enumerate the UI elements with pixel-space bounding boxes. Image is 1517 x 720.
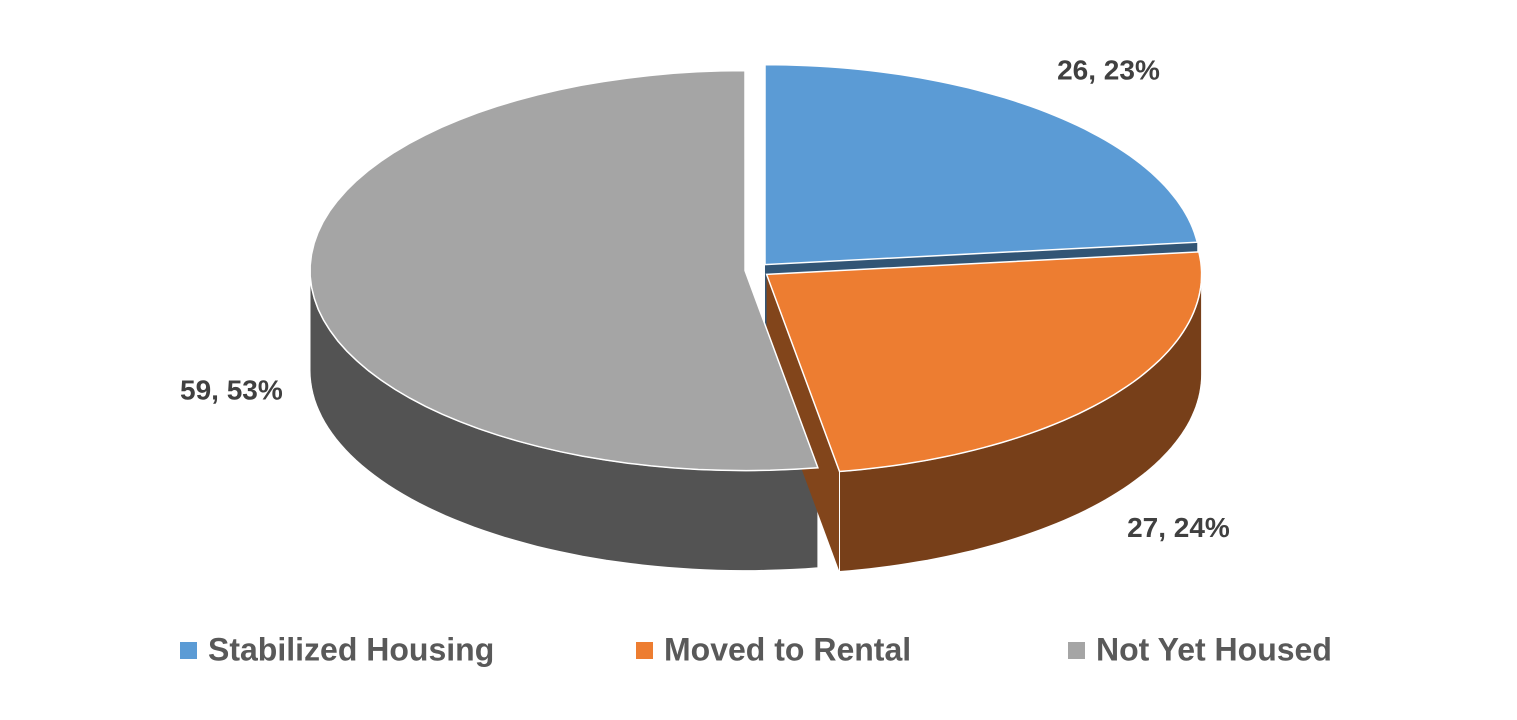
legend: Stabilized Housing Moved to Rental Not Yet… [180, 631, 1332, 667]
pie-slice [764, 63, 1199, 266]
pie-slice [765, 251, 1203, 473]
legend-text: Stabilized Housing [208, 631, 494, 667]
data-label: 59, 53% [180, 375, 283, 406]
pie-tops [309, 63, 1203, 473]
legend-swatch [180, 642, 197, 659]
legend-swatch [1068, 642, 1085, 659]
pie-cut-face [766, 274, 840, 572]
legend-text: Moved to Rental [664, 631, 911, 667]
pie-slice [309, 69, 819, 472]
data-label: 26, 23% [1057, 55, 1160, 86]
data-label: 27, 24% [1127, 512, 1230, 543]
legend-text: Not Yet Housed [1096, 631, 1332, 667]
legend-swatch [636, 642, 653, 659]
